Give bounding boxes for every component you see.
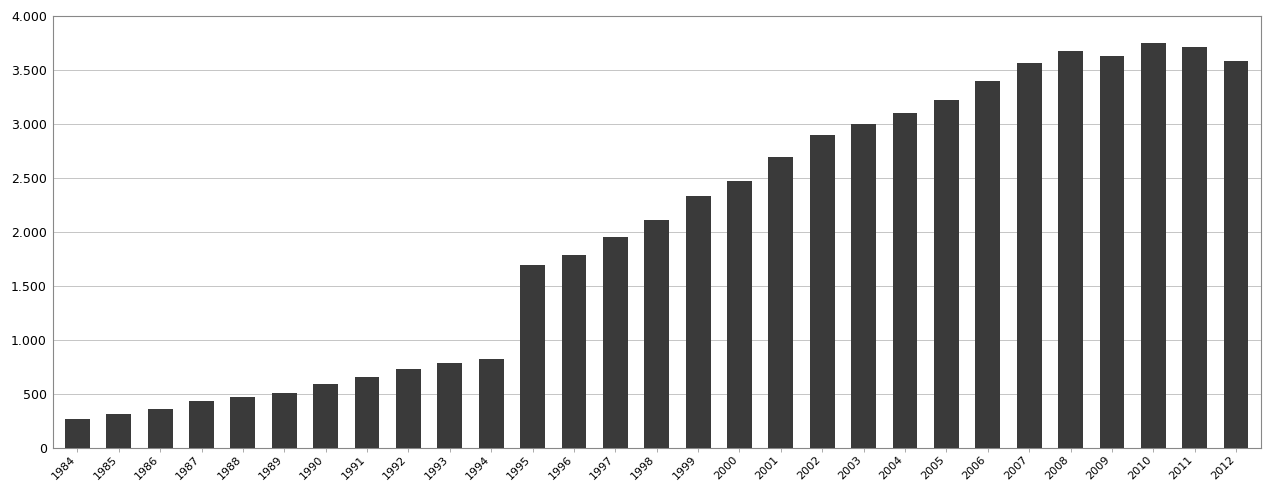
Bar xyxy=(851,124,876,448)
Bar xyxy=(313,384,338,448)
Bar xyxy=(1058,51,1082,448)
Bar xyxy=(603,237,628,448)
Bar xyxy=(728,181,752,448)
Bar xyxy=(1224,62,1249,448)
Bar xyxy=(810,135,834,448)
Bar xyxy=(645,220,669,448)
Bar xyxy=(148,410,173,448)
Bar xyxy=(438,362,462,448)
Bar xyxy=(976,81,1000,448)
Bar xyxy=(1016,63,1042,448)
Bar xyxy=(1141,43,1165,448)
Bar xyxy=(190,401,214,448)
Bar xyxy=(478,359,504,448)
Bar xyxy=(230,397,256,448)
Bar xyxy=(1182,47,1207,448)
Bar xyxy=(893,113,917,448)
Bar xyxy=(107,414,131,448)
Bar xyxy=(396,369,421,448)
Bar xyxy=(768,157,794,448)
Bar xyxy=(686,196,711,448)
Bar xyxy=(934,100,959,448)
Bar xyxy=(355,377,379,448)
Bar xyxy=(561,254,586,448)
Bar xyxy=(520,265,544,448)
Bar xyxy=(65,419,90,448)
Bar xyxy=(1099,56,1124,448)
Bar xyxy=(272,393,296,448)
